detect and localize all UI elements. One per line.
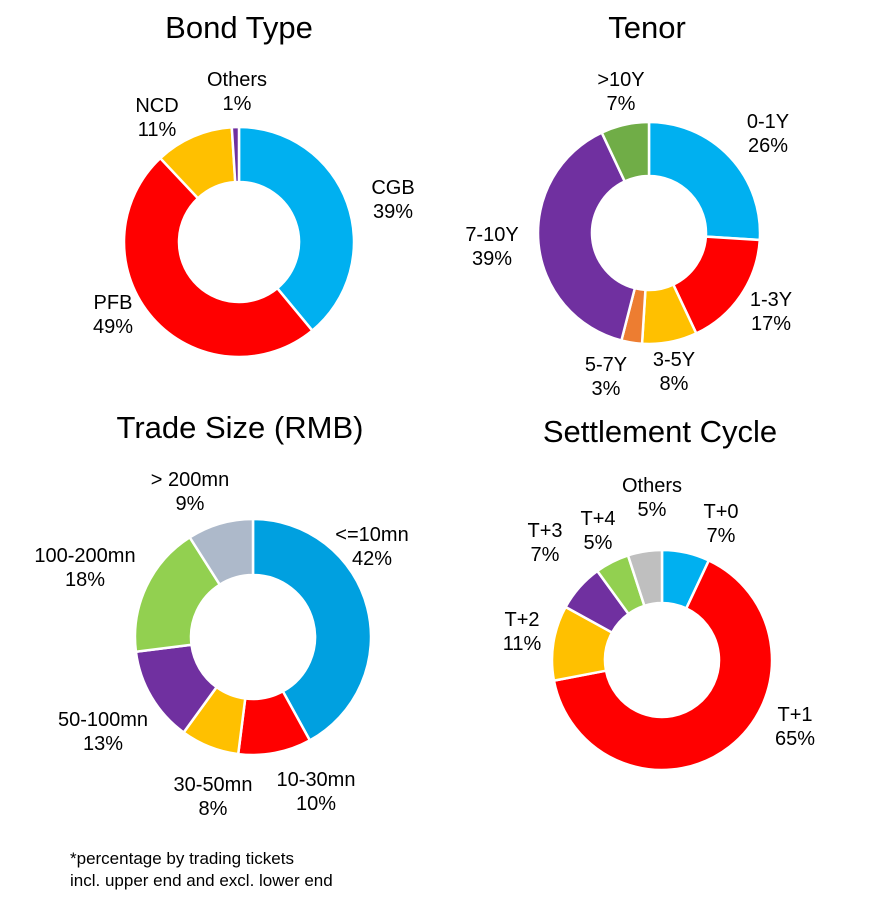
donut-chart-settlement-cycle: Settlement Cycle T+0 7% T+1 65% T+2 11% T+3 7% T+… <box>503 414 815 772</box>
slice-7-10y <box>536 130 637 343</box>
data-label-10mn: <=10mn 42% <box>335 524 408 570</box>
slice-cgb <box>237 125 356 333</box>
slice-others <box>230 125 241 184</box>
chart-title: Trade Size (RMB) <box>117 410 364 445</box>
slice-10y <box>600 120 651 184</box>
data-label-10y: >10Y 7% <box>597 69 644 115</box>
chart-title: Tenor <box>608 10 686 45</box>
footnote-line-1: *percentage by trading tickets <box>70 849 294 868</box>
data-label-t-2: T+2 11% <box>503 609 542 655</box>
data-label-t-4: T+4 5% <box>580 508 615 554</box>
data-label-others: Others 5% <box>622 475 682 521</box>
chart-title: Bond Type <box>165 10 313 45</box>
slice-200mn <box>188 517 255 587</box>
slice-0-1y <box>647 120 762 242</box>
data-label-0-1y: 0-1Y 26% <box>747 111 789 157</box>
slice-others <box>626 548 664 608</box>
data-label-1-3y: 1-3Y 17% <box>750 289 792 335</box>
data-label-10-30mn: 10-30mn 10% <box>277 769 356 815</box>
data-label-t-0: T+0 7% <box>703 501 738 547</box>
data-label-50-100mn: 50-100mn 13% <box>58 709 148 755</box>
data-label-t-1: T+1 65% <box>775 704 815 750</box>
data-label-3-5y: 3-5Y 8% <box>653 349 695 395</box>
slice-t-1 <box>552 558 774 772</box>
slice-10mn <box>251 517 373 743</box>
footnote-line-2: incl. upper end and excl. lower end <box>70 871 333 890</box>
data-label-cgb: CGB 39% <box>371 177 414 223</box>
slice-pfb <box>122 156 315 359</box>
data-label-t-3: T+3 7% <box>527 520 562 566</box>
donut-chart-trade-size-rmb: Trade Size (RMB) <=10mn 42% 10-30mn 10% 30-50… <box>34 410 408 820</box>
data-label-5-7y: 5-7Y 3% <box>585 354 627 400</box>
data-label-7-10y: 7-10Y 39% <box>465 224 518 270</box>
data-label-200mn: > 200mn 9% <box>151 469 229 515</box>
chart-title: Settlement Cycle <box>543 414 777 449</box>
data-label-pfb: PFB 49% <box>93 292 133 338</box>
data-label-30-50mn: 30-50mn 8% <box>174 774 253 820</box>
donut-chart-bond-type: Bond Type CGB 39% PFB 49% NCD 11% Others 1% <box>93 10 415 359</box>
data-label-ncd: NCD 11% <box>135 95 178 141</box>
donut-chart-tenor: Tenor 0-1Y 26% 1-3Y 17% 3-5Y 8% 5-7Y 3% 7-10Y 39% >… <box>465 10 792 400</box>
data-label-100-200mn: 100-200mn 18% <box>34 545 135 591</box>
data-label-others: Others 1% <box>207 69 267 115</box>
